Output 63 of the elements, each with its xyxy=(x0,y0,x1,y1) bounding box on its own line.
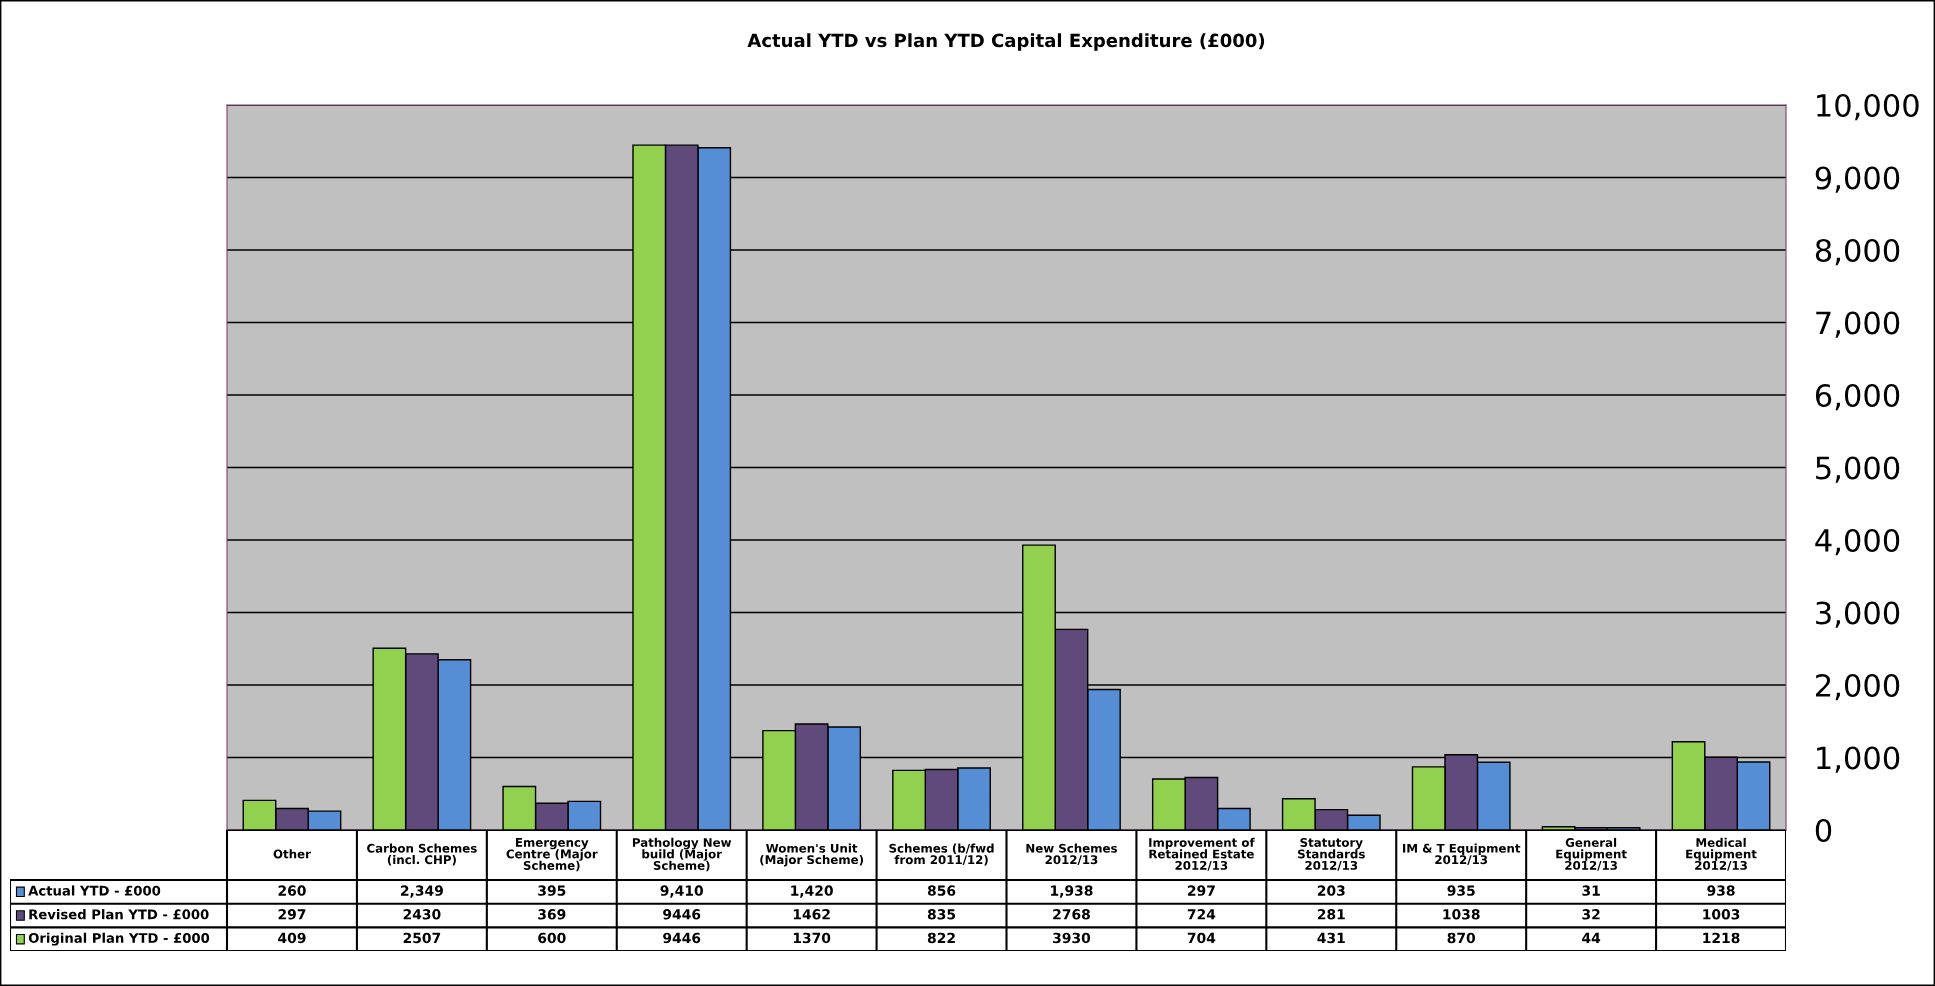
y-tick-label: 0 xyxy=(1815,818,1832,843)
data-label: 2768 xyxy=(1053,909,1090,920)
data-label: 281 xyxy=(1317,909,1345,920)
data-label: 2,349 xyxy=(401,885,443,898)
data-label: 870 xyxy=(1447,932,1476,944)
data-label: 2507 xyxy=(403,932,441,944)
y-tick-label: 8,000 xyxy=(1815,238,1900,266)
x-tick-label: Other xyxy=(273,849,311,859)
data-label: 835 xyxy=(927,909,956,920)
x-tick-label: New Schemes 2012/13 xyxy=(1026,843,1117,866)
data-label: 2430 xyxy=(403,909,441,920)
data-label: 297 xyxy=(278,909,306,920)
data-label: 203 xyxy=(1317,885,1345,896)
data-label: 822 xyxy=(927,932,955,944)
data-label: 32 xyxy=(1582,909,1600,920)
y-tick-label: 9,000 xyxy=(1815,166,1900,193)
y-tick-label: 1,000 xyxy=(1817,746,1900,773)
legend-label: Original Plan YTD - £000 xyxy=(28,932,210,946)
x-tick-label: Medical Equipment 2012/13 xyxy=(1686,837,1757,871)
y-tick-label: 5,000 xyxy=(1816,456,1900,483)
data-label: 856 xyxy=(927,885,956,896)
data-label: 1370 xyxy=(793,932,831,944)
data-label: 1462 xyxy=(793,909,830,920)
data-label: 704 xyxy=(1187,932,1216,944)
data-label: 935 xyxy=(1447,885,1475,896)
y-tick-label: 4,000 xyxy=(1815,528,1900,556)
data-label: 724 xyxy=(1187,909,1216,920)
y-tick-label: 6,000 xyxy=(1815,383,1900,411)
data-label: 260 xyxy=(278,885,306,896)
x-tick-label: IM & T Equipment 2012/13 xyxy=(1403,843,1521,866)
data-label: 44 xyxy=(1582,932,1601,943)
y-tick-label: 3,000 xyxy=(1816,601,1900,628)
data-label: 395 xyxy=(538,885,566,896)
x-tick-label: Improvement of Retained Estate 2012/13 xyxy=(1149,837,1255,871)
y-tick-label: 7,000 xyxy=(1816,311,1900,338)
data-label: 1,938 xyxy=(1051,885,1093,898)
data-label: 600 xyxy=(538,932,566,944)
data-label: 3930 xyxy=(1053,932,1091,944)
x-tick-label: Emergency Centre (Major Scheme) xyxy=(506,838,598,872)
x-tick-label: General Equipment 2012/13 xyxy=(1556,837,1627,871)
data-label: 9446 xyxy=(663,932,701,944)
data-label: 1218 xyxy=(1703,932,1740,944)
x-tick-label: Statutory Standards 2012/13 xyxy=(1298,837,1365,871)
y-tick-label: 10,000 xyxy=(1817,93,1919,121)
x-tick-label: Pathology New build (Major Scheme) xyxy=(632,837,732,872)
data-label: 9,410 xyxy=(660,885,704,898)
data-label: 369 xyxy=(538,909,566,920)
data-label: 297 xyxy=(1187,885,1215,896)
legend-label: Revised Plan YTD - £000 xyxy=(29,909,209,920)
legend-label: Actual YTD - £000 xyxy=(28,885,161,896)
x-tick-label: Carbon Schemes (incl. CHP) xyxy=(367,843,477,866)
data-label: 1038 xyxy=(1443,909,1480,920)
data-label: 1,420 xyxy=(791,885,833,898)
chart-title: Actual YTD vs Plan YTD Capital Expenditure (£000) xyxy=(747,33,1265,51)
data-label: 938 xyxy=(1707,885,1735,896)
y-tick-label: 2,000 xyxy=(1816,673,1900,701)
data-label: 31 xyxy=(1582,885,1600,896)
data-label: 409 xyxy=(278,932,306,944)
data-label: 431 xyxy=(1317,932,1345,944)
x-tick-label: Women's Unit (Major Scheme) xyxy=(760,843,864,867)
data-label: 1003 xyxy=(1703,909,1740,920)
data-label: 9446 xyxy=(663,909,701,920)
x-tick-label: Schemes (b/fwd from 2011/12) xyxy=(889,843,994,866)
